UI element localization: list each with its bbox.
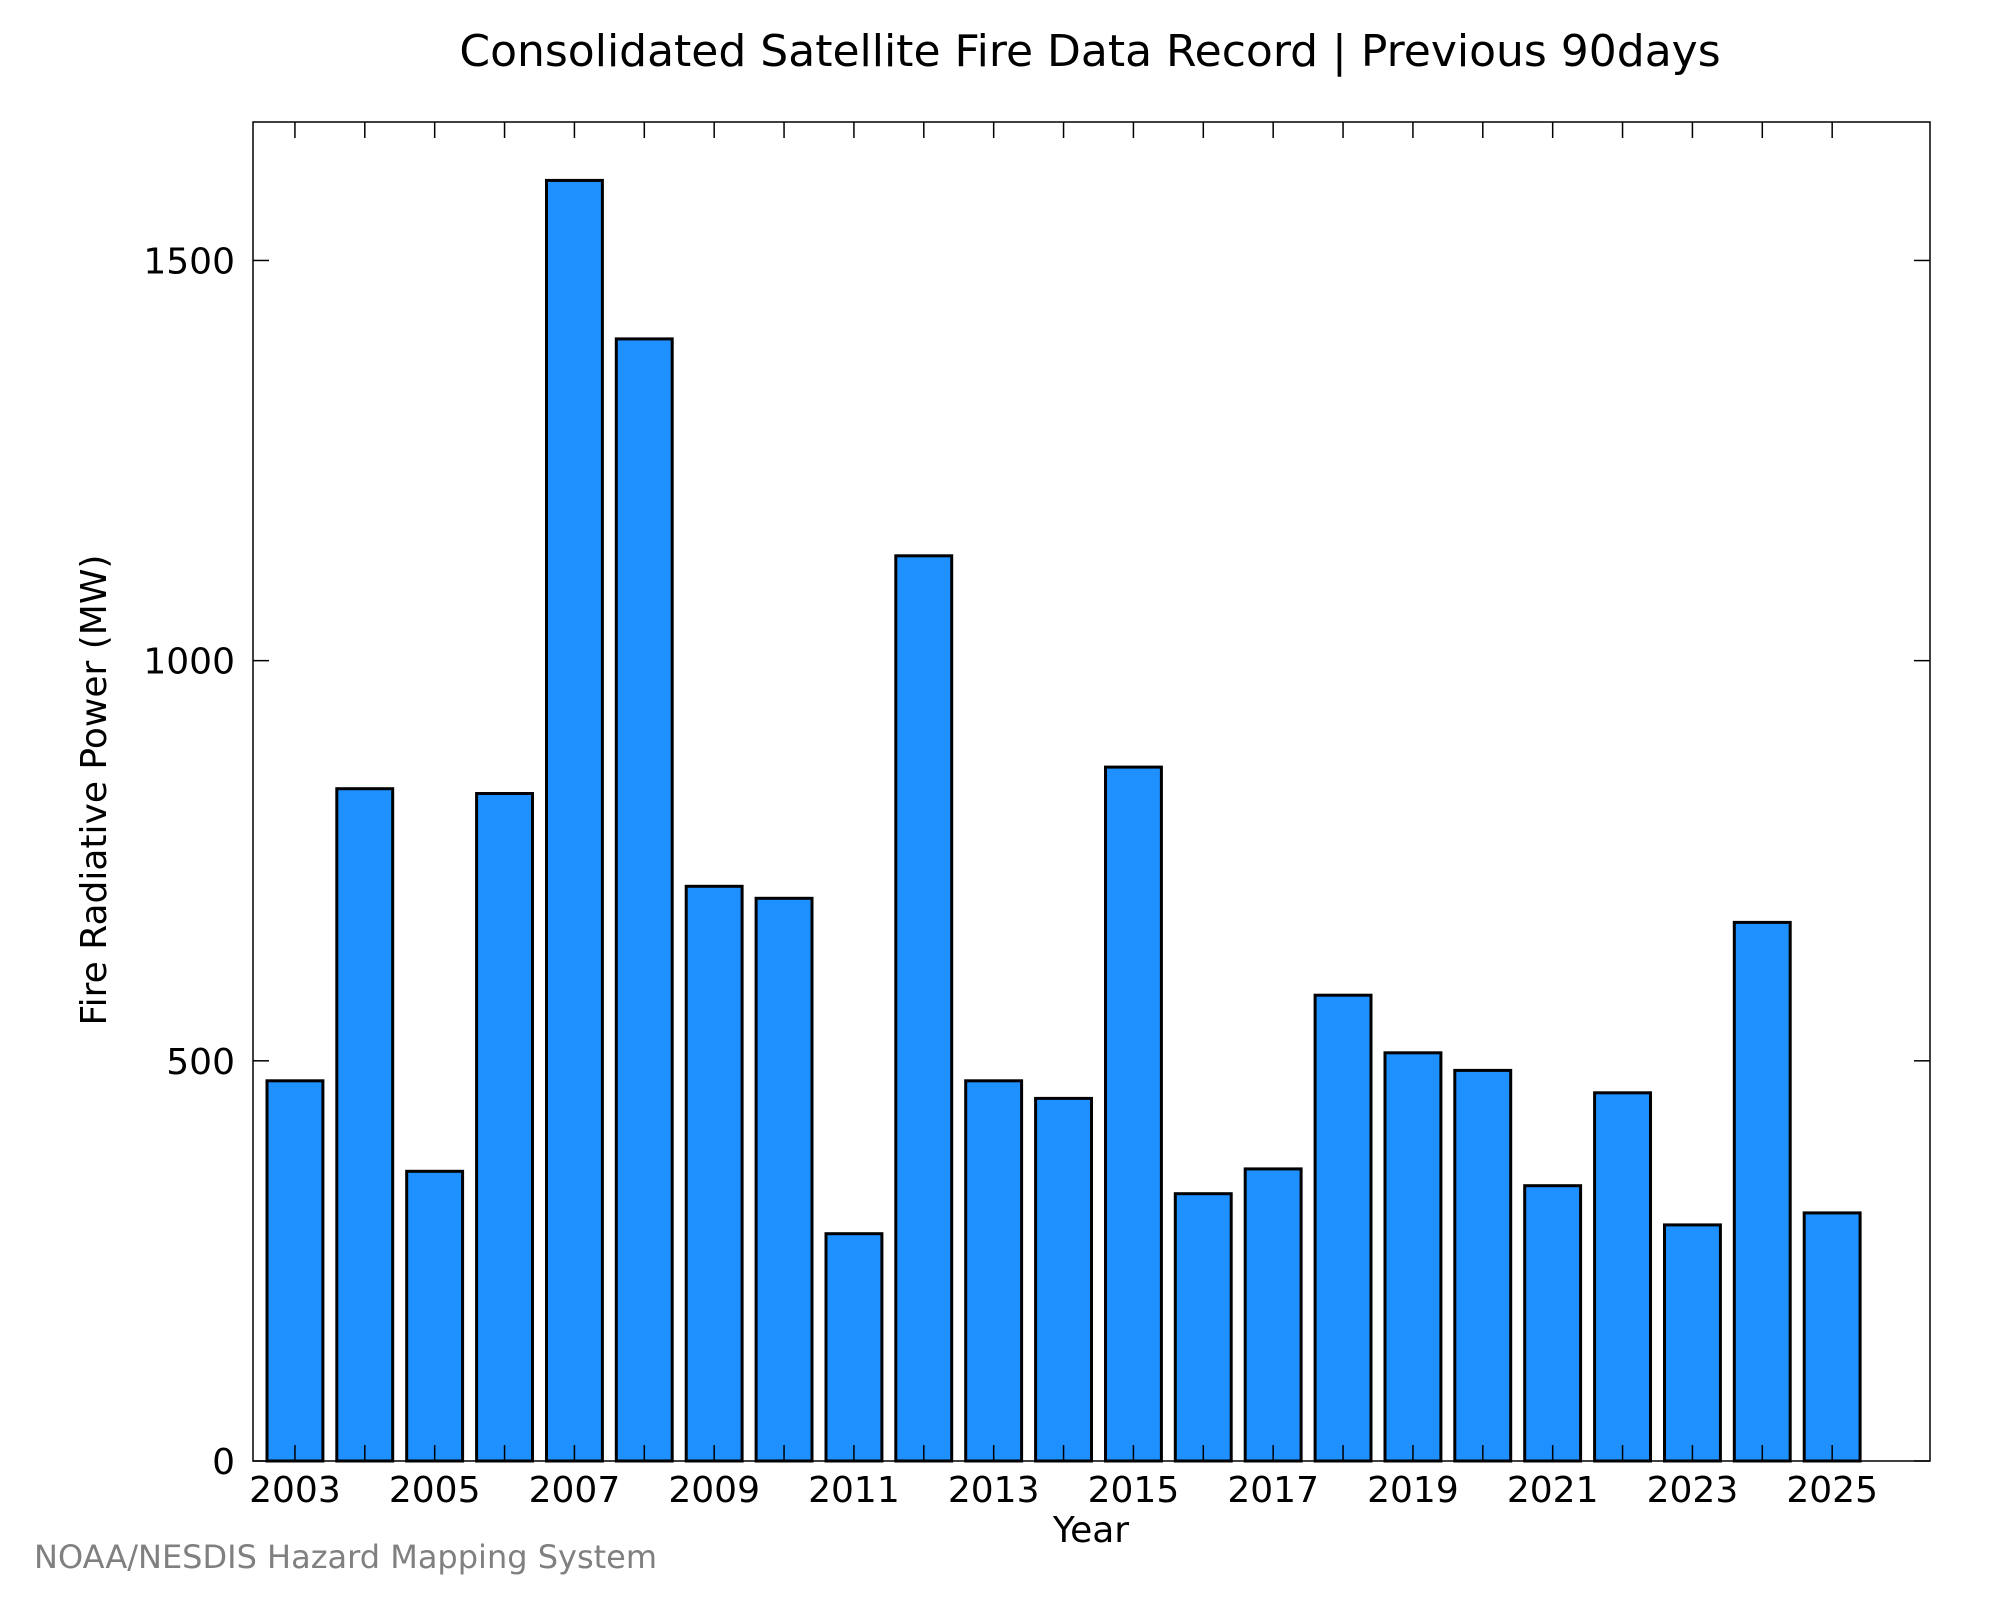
bar-2008 (614, 337, 674, 1463)
bar-2017 (1243, 1167, 1303, 1463)
bar-2013 (964, 1079, 1024, 1463)
y-tick-label: 1000 (143, 642, 235, 683)
y-axis: 0 500 1000 1500 (143, 241, 1930, 1483)
x-tick-label: 2015 (1088, 1470, 1180, 1511)
y-tick-label: 500 (166, 1042, 235, 1083)
bar-2020 (1453, 1068, 1513, 1463)
x-tick-label: 2017 (1227, 1470, 1319, 1511)
plot-frame (252, 121, 1931, 1462)
bar-2015 (1104, 765, 1163, 1463)
bar-2019 (1383, 1051, 1443, 1463)
bar-2009 (684, 884, 744, 1463)
credit-text: NOAA/NESDIS Hazard Mapping System (34, 1538, 658, 1576)
bar-2004 (335, 787, 395, 1463)
chart-title: Consolidated Satellite Fire Data Record … (459, 26, 1720, 77)
bar-2003 (265, 1079, 325, 1463)
bar-2024 (1732, 920, 1792, 1463)
bar-2018 (1313, 993, 1373, 1463)
bar-2021 (1523, 1184, 1583, 1463)
bar-2023 (1663, 1223, 1722, 1463)
bar-2011 (824, 1232, 884, 1463)
x-tick-label: 2021 (1507, 1470, 1599, 1511)
x-tick-label: 2005 (389, 1470, 481, 1511)
bar-2014 (1034, 1096, 1093, 1463)
x-tick-label: 2011 (808, 1470, 900, 1511)
x-tick-label: 2013 (948, 1470, 1040, 1511)
bar-2022 (1593, 1091, 1652, 1463)
y-axis-label: Fire Radiative Power (MW) (74, 555, 115, 1026)
bar-2006 (475, 792, 535, 1463)
bar-2012 (894, 554, 954, 1463)
bar-2025 (1802, 1211, 1862, 1463)
x-tick-label: 2019 (1367, 1470, 1459, 1511)
x-tick-label: 2007 (529, 1470, 621, 1511)
y-tick-label: 0 (212, 1442, 235, 1483)
x-tick-label: 2025 (1786, 1470, 1878, 1511)
bar-2005 (405, 1169, 465, 1463)
x-tick-label: 2009 (668, 1470, 760, 1511)
y-tick-label: 1500 (143, 241, 235, 282)
bars-layer (265, 178, 1862, 1463)
bar-2010 (754, 896, 814, 1463)
x-axis: 2003 2005 2007 2009 2011 2013 2015 2017 2019 2021… (249, 122, 1878, 1511)
x-tick-label: 2003 (249, 1470, 341, 1511)
bar-2007 (545, 178, 604, 1463)
x-axis-label: Year (1052, 1510, 1129, 1551)
bar-2016 (1173, 1192, 1233, 1463)
x-tick-label: 2023 (1647, 1470, 1739, 1511)
